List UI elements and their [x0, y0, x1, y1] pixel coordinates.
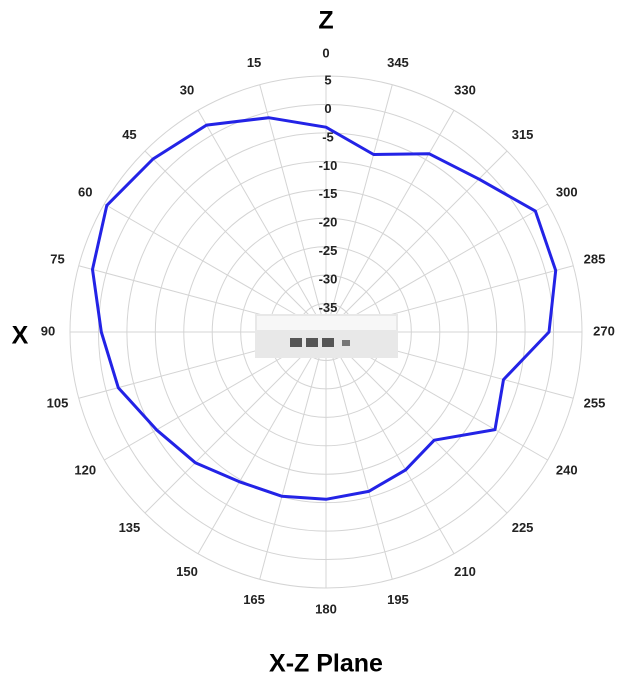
angle-label: 30 — [180, 83, 194, 98]
radial-tick-label: -5 — [322, 129, 334, 144]
angle-label: 345 — [387, 55, 409, 70]
radial-tick-label: 0 — [324, 101, 331, 116]
spoke — [325, 84, 393, 333]
pattern-line — [91, 116, 558, 501]
angle-label: 60 — [78, 184, 92, 199]
angle-label: 0 — [322, 45, 329, 60]
spoke — [144, 331, 327, 514]
angle-label: 45 — [122, 127, 136, 142]
angle-label: 300 — [556, 184, 578, 199]
device-port — [290, 338, 302, 347]
top-axis-label: Z — [318, 7, 333, 35]
angle-label: 285 — [584, 251, 606, 266]
spoke — [325, 331, 455, 554]
device-photo — [255, 314, 398, 358]
angle-label: 315 — [512, 127, 534, 142]
angle-label: 195 — [387, 592, 409, 607]
angle-label: 165 — [243, 592, 265, 607]
angle-label: 270 — [593, 323, 615, 338]
angle-label: 180 — [315, 601, 337, 616]
spoke — [144, 150, 327, 333]
angle-label: 75 — [50, 251, 64, 266]
spoke — [325, 203, 548, 333]
angle-label: 90 — [41, 323, 55, 338]
grid: 0 15 30 45 60 75 90 105 120 135 150 165 180 195 210 225… — [41, 45, 615, 616]
spoke — [325, 331, 508, 514]
radial-tick-label: -30 — [319, 272, 338, 287]
angle-label: 15 — [247, 55, 261, 70]
spoke — [197, 110, 327, 333]
angle-label: 255 — [584, 395, 606, 410]
angle-label: 105 — [47, 395, 69, 410]
angle-label: 330 — [454, 83, 476, 98]
device-port — [322, 338, 334, 347]
chart-title: X-Z Plane — [269, 650, 383, 678]
device-port — [306, 338, 318, 347]
device-port — [342, 340, 350, 346]
spoke — [259, 84, 327, 333]
left-axis-label: X — [12, 322, 29, 350]
device-top — [257, 316, 396, 330]
spoke — [259, 331, 327, 580]
data-layer — [91, 116, 558, 501]
angle-label: 135 — [119, 520, 141, 535]
radial-tick-label: -20 — [319, 215, 338, 230]
radial-tick-label: -25 — [319, 243, 338, 258]
spoke — [325, 331, 393, 580]
angle-label: 120 — [74, 462, 96, 477]
spoke — [197, 331, 327, 554]
spoke — [325, 110, 455, 333]
radial-tick-label: 5 — [324, 72, 331, 87]
angle-label: 150 — [176, 564, 198, 579]
radial-tick-label: -15 — [319, 186, 338, 201]
radial-tick-label: -35 — [319, 300, 338, 315]
angle-label: 210 — [454, 564, 476, 579]
angle-label: 240 — [556, 462, 578, 477]
angle-label: 225 — [512, 520, 534, 535]
spoke — [325, 150, 508, 333]
spoke — [104, 203, 327, 333]
radial-tick-label: -10 — [319, 158, 338, 173]
